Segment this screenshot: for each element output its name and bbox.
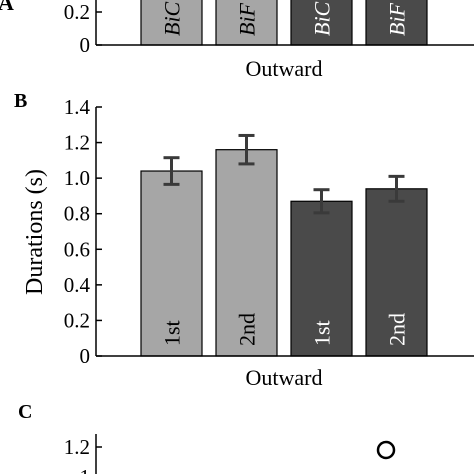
bar-category-label: BiF — [385, 2, 410, 36]
y-tick-label: 1.0 — [64, 166, 90, 190]
bar — [140, 170, 203, 357]
panel-b-label: B — [14, 90, 27, 112]
y-tick-label: 0 — [80, 33, 91, 57]
panel-b: B Durations (s) 0 0.2 0.4 0.6 0.8 1.0 1.2 1.4 1… — [14, 90, 474, 390]
y-tick-label: 1.2 — [64, 435, 90, 459]
bar-category-label: 1st — [160, 320, 185, 346]
panel-a-yticks: 0.20 — [64, 0, 102, 57]
panel-c-points — [376, 440, 396, 460]
y-tick-label: 0 — [80, 344, 91, 368]
y-tick-label: 1 — [80, 465, 91, 474]
panel-a-xlabel: Outward — [246, 56, 323, 81]
panel-c-yticks: 1.21 — [64, 435, 102, 474]
panel-a-bars: BiC BiF BiC BiF — [140, 0, 428, 46]
panel-b-xlabel: Outward — [246, 365, 323, 390]
panel-c-label: C — [18, 401, 32, 423]
panel-b-bars: 1st 2nd 1st 2nd — [140, 133, 428, 357]
bar-category-label: BiF — [235, 2, 260, 36]
bar-category-label: BiC — [310, 1, 335, 36]
y-tick-label: 0.8 — [64, 202, 90, 226]
y-tick-label: 0.2 — [64, 0, 90, 24]
scatter-point — [376, 440, 396, 460]
bar-category-label: 1st — [310, 320, 335, 346]
panel-c: C 1.21 — [18, 401, 396, 474]
y-tick-label: 0.4 — [64, 273, 91, 297]
y-tick-label: 1.2 — [64, 131, 90, 155]
bar — [290, 0, 353, 46]
panel-a: A 0.20 BiC BiF BiC BiF Outward — [0, 0, 474, 81]
y-tick-label: 1.4 — [64, 95, 91, 119]
bar-category-label: 2nd — [235, 313, 260, 346]
panel-a-label: A — [0, 0, 14, 15]
panel-b-yticks: 0 0.2 0.4 0.6 0.8 1.0 1.2 1.4 — [64, 95, 102, 368]
bar — [140, 0, 203, 46]
y-tick-label: 0.6 — [64, 237, 90, 261]
bar — [365, 188, 428, 357]
bar-category-label: BiC — [160, 1, 185, 36]
y-tick-label: 0.2 — [64, 308, 90, 332]
panel-b-ylabel: Durations (s) — [22, 169, 48, 295]
bar — [215, 0, 278, 46]
bar-category-label: 2nd — [385, 313, 410, 346]
